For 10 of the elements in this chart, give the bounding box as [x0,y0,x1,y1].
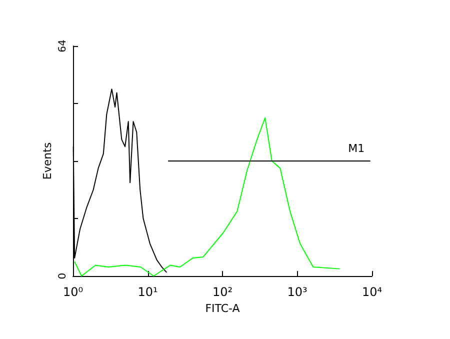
y-tick-label: 0 [58,272,68,280]
x-tick-label: 10⁰ [62,285,84,299]
x-tick-label: 10² [212,285,233,299]
x-tick-label: 10⁴ [362,285,382,299]
x-tick-label: 10¹ [138,285,158,299]
series-label: M1 [348,142,365,155]
x-tick-label: 10³ [287,285,308,299]
y-axis-title: Events [41,142,54,180]
x-axis-title: FITC-A [205,302,240,315]
y-tick-label: 64 [58,40,68,52]
